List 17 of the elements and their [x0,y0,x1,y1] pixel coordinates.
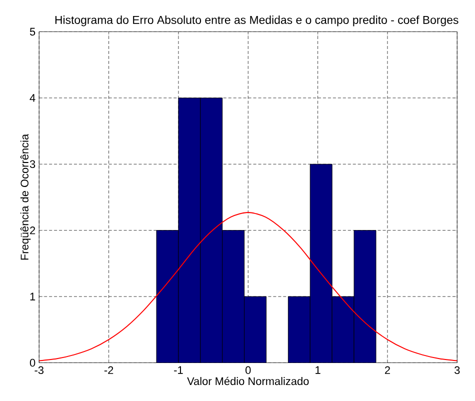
x-tick-label: -2 [104,366,114,374]
y-tick-label: 5 [30,28,36,36]
x-axis-title: Valor Médio Normalizado [187,376,309,386]
x-tick-label: -3 [34,366,44,374]
y-tick-label: 0 [30,358,36,367]
y-tick-label: 4 [30,94,36,102]
x-tick-label: 2 [384,366,390,374]
x-tick-label: 3 [454,366,460,374]
x-tick-label: 1 [316,366,320,374]
x-tick-label: -1 [174,366,183,374]
x-tick-label: 0 [246,366,251,374]
y-tick-label: 1 [30,292,36,300]
y-tick-label: 3 [30,160,36,168]
line-series [39,212,458,362]
y-axis-title: Freqüência de Ocorrência [20,134,31,260]
y-tick-label: 2 [30,226,36,234]
chart-title: Histograma do Erro Absoluto entre as Medidas e o campo predito - coef Borges [55,16,458,26]
